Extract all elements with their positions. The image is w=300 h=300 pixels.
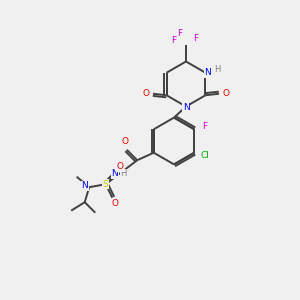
Text: F: F [193,34,198,43]
Text: O: O [122,137,129,146]
Text: F: F [177,29,182,38]
Text: N: N [205,68,211,77]
Text: F: F [171,36,176,45]
Text: H: H [121,169,127,178]
Text: H: H [214,64,220,74]
Text: N: N [183,103,189,112]
Text: N: N [81,181,88,190]
Text: O: O [116,162,123,171]
Text: S: S [103,180,109,189]
Text: O: O [111,199,118,208]
Text: Cl: Cl [200,151,209,160]
Text: N: N [111,169,118,178]
Text: F: F [202,122,207,131]
Text: O: O [222,89,229,98]
Text: O: O [143,89,150,98]
